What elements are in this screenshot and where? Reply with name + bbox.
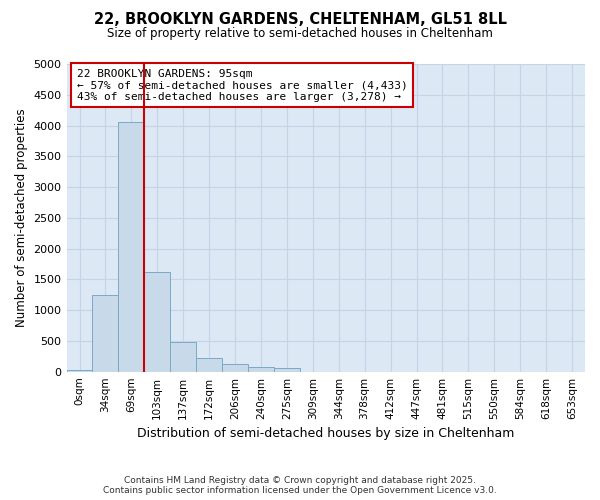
Bar bbox=[196, 358, 222, 372]
Text: 22, BROOKLYN GARDENS, CHELTENHAM, GL51 8LL: 22, BROOKLYN GARDENS, CHELTENHAM, GL51 8… bbox=[94, 12, 506, 28]
Bar bbox=[274, 368, 300, 372]
Bar bbox=[170, 342, 196, 372]
Text: Contains HM Land Registry data © Crown copyright and database right 2025.
Contai: Contains HM Land Registry data © Crown c… bbox=[103, 476, 497, 495]
Y-axis label: Number of semi-detached properties: Number of semi-detached properties bbox=[15, 108, 28, 327]
Bar bbox=[222, 364, 248, 372]
Bar bbox=[145, 272, 170, 372]
Bar bbox=[248, 368, 274, 372]
Text: Size of property relative to semi-detached houses in Cheltenham: Size of property relative to semi-detach… bbox=[107, 28, 493, 40]
Text: 22 BROOKLYN GARDENS: 95sqm
← 57% of semi-detached houses are smaller (4,433)
43%: 22 BROOKLYN GARDENS: 95sqm ← 57% of semi… bbox=[77, 68, 407, 102]
Bar bbox=[67, 370, 92, 372]
X-axis label: Distribution of semi-detached houses by size in Cheltenham: Distribution of semi-detached houses by … bbox=[137, 427, 514, 440]
Bar bbox=[92, 295, 118, 372]
Bar bbox=[118, 122, 145, 372]
